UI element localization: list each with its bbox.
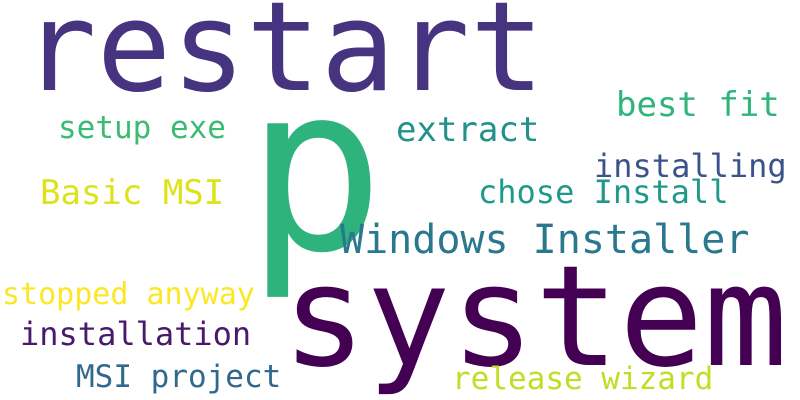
word-basic-msi: Basic MSI: [40, 173, 225, 213]
word-release-wizard: release wizard: [452, 361, 714, 397]
word-installing: installing: [594, 147, 787, 185]
word-stopped-anyway: stopped anyway: [2, 277, 255, 312]
word-chose-install: chose Install: [478, 173, 729, 211]
word-extract: extract: [396, 110, 540, 150]
word-msi-project: MSI project: [76, 359, 282, 395]
word-system: system: [282, 236, 788, 399]
word-setup-exe: setup exe: [58, 110, 226, 146]
word-best-fit: best fit: [616, 85, 780, 125]
word-installation: installation: [20, 315, 252, 353]
word-restart: restart: [22, 0, 545, 120]
word-windows-installer: Windows Installer: [340, 217, 750, 263]
word-p: p: [246, 37, 385, 304]
